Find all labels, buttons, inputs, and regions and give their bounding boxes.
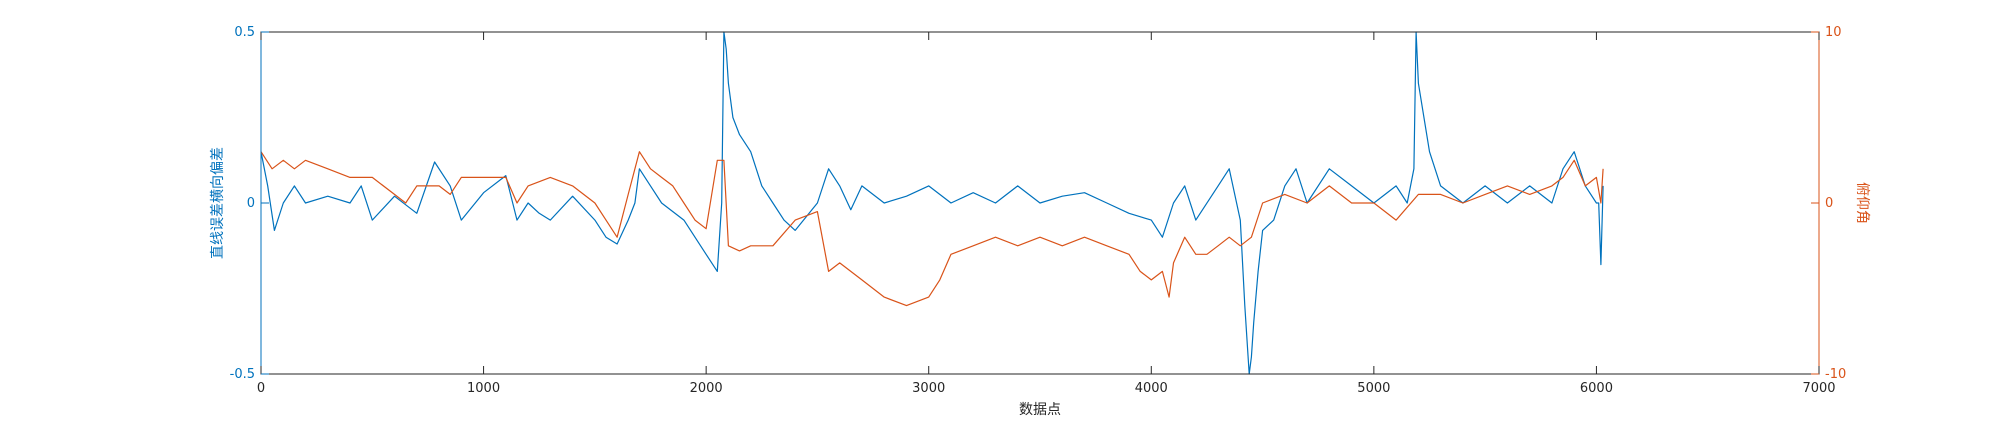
x-tick-label: 5000 bbox=[1357, 381, 1390, 396]
left-y-tick-label: 0.5 bbox=[234, 25, 255, 40]
left-series-line bbox=[260, 31, 1604, 375]
x-axis-ticks: 0 1000 2000 3000 4000 5000 6000 7000 bbox=[257, 32, 1836, 396]
right-series-line bbox=[260, 151, 1604, 307]
x-tick-label: 2000 bbox=[690, 381, 723, 396]
left-y-tick-label: -0.5 bbox=[230, 367, 255, 382]
x-tick-label: 0 bbox=[257, 381, 265, 396]
right-y-axis-ticks: -10 0 10 bbox=[1811, 25, 1846, 382]
right-y-tick-label: -10 bbox=[1825, 367, 1846, 382]
x-tick-label: 6000 bbox=[1580, 381, 1613, 396]
x-axis-label: 数据点 bbox=[1019, 402, 1061, 418]
left-y-tick-label: 0 bbox=[247, 196, 255, 211]
x-tick-label: 1000 bbox=[467, 381, 500, 396]
right-y-axis-label: 俯仰角 bbox=[1854, 182, 1870, 224]
right-y-tick-label: 10 bbox=[1825, 25, 1842, 40]
left-y-axis-ticks: -0.5 0 0.5 bbox=[230, 25, 269, 382]
x-tick-label: 7000 bbox=[1802, 381, 1835, 396]
x-tick-label: 4000 bbox=[1135, 381, 1168, 396]
series-layer bbox=[260, 31, 1604, 375]
right-y-tick-label: 0 bbox=[1825, 196, 1833, 211]
x-tick-label: 3000 bbox=[912, 381, 945, 396]
left-y-axis-label: 直线误差横向偏差 bbox=[209, 147, 226, 259]
